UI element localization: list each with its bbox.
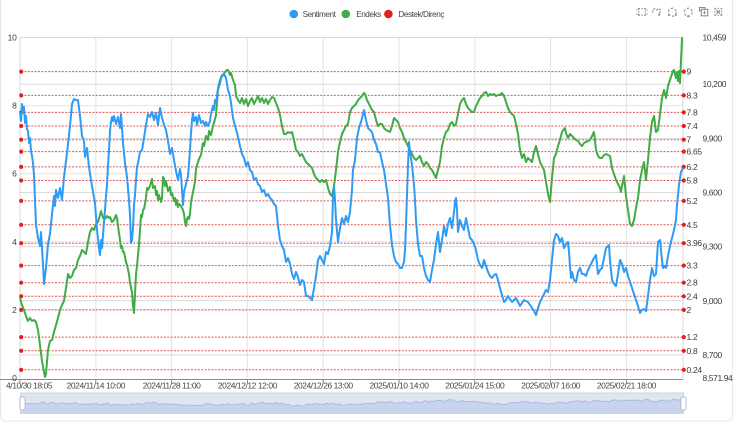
svg-text:2024/11/14 10:00: 2024/11/14 10:00 (67, 380, 126, 390)
svg-text:Endeks: Endeks (356, 10, 381, 19)
svg-text:2025/01/10 14:00: 2025/01/10 14:00 (370, 380, 430, 390)
svg-text:10: 10 (8, 33, 17, 43)
svg-text:8,700: 8,700 (703, 350, 723, 360)
svg-text:4/10/30 18:05: 4/10/30 18:05 (6, 380, 53, 390)
svg-text:7.4: 7.4 (687, 121, 698, 131)
svg-text:Destek/Direnç: Destek/Direnç (398, 10, 444, 19)
svg-text:7: 7 (687, 135, 692, 145)
svg-text:5.2: 5.2 (687, 196, 698, 206)
svg-text:2025/01/24 15:00: 2025/01/24 15:00 (445, 380, 505, 390)
svg-text:6.2: 6.2 (687, 162, 698, 172)
svg-text:10,459: 10,459 (703, 33, 727, 43)
svg-text:Sentiment: Sentiment (303, 10, 337, 19)
svg-text:2: 2 (12, 305, 17, 315)
svg-text:9: 9 (687, 67, 692, 77)
svg-text:2.4: 2.4 (687, 291, 698, 301)
svg-text:2.8: 2.8 (687, 278, 698, 288)
svg-text:8,571.94: 8,571.94 (703, 373, 734, 383)
svg-text:2024/12/12 12:00: 2024/12/12 12:00 (218, 380, 278, 390)
svg-text:9,000: 9,000 (703, 296, 723, 306)
svg-text:3.96: 3.96 (687, 238, 703, 248)
svg-text:2025/02/07 16:00: 2025/02/07 16:00 (521, 380, 581, 390)
svg-text:0: 0 (12, 373, 17, 383)
svg-text:4: 4 (12, 237, 17, 247)
svg-text:4.5: 4.5 (687, 220, 698, 230)
svg-text:2024/12/26 13:00: 2024/12/26 13:00 (294, 380, 354, 390)
svg-text:8: 8 (12, 101, 17, 111)
svg-text:1.2: 1.2 (687, 332, 698, 342)
svg-text:2: 2 (687, 305, 692, 315)
svg-text:0.8: 0.8 (687, 346, 698, 356)
svg-text:8.3: 8.3 (687, 90, 698, 100)
svg-text:6.65: 6.65 (687, 147, 703, 157)
svg-text:9,900: 9,900 (703, 133, 723, 143)
svg-text:3.3: 3.3 (687, 261, 698, 271)
svg-text:2024/11/28 11:00: 2024/11/28 11:00 (143, 380, 201, 390)
svg-text:2025/02/21 18:00: 2025/02/21 18:00 (597, 380, 657, 390)
svg-text:0.24: 0.24 (687, 365, 703, 375)
svg-text:9,300: 9,300 (703, 242, 723, 252)
svg-text:10,200: 10,200 (703, 79, 727, 89)
svg-text:6: 6 (12, 169, 17, 179)
svg-text:7.8: 7.8 (687, 107, 698, 117)
svg-text:9,600: 9,600 (703, 188, 723, 198)
svg-text:5.8: 5.8 (687, 176, 698, 186)
